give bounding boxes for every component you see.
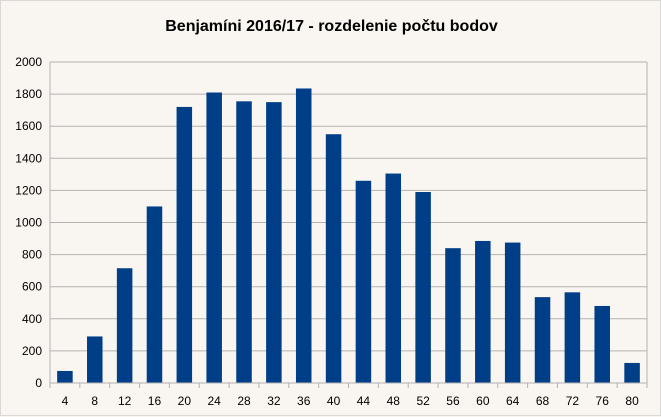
y-tick-label: 600 <box>22 280 42 294</box>
x-tick-label: 36 <box>297 394 311 408</box>
bar <box>325 134 342 383</box>
x-tick-label: 80 <box>625 394 639 408</box>
y-tick-label: 1600 <box>15 119 42 133</box>
bar <box>594 305 610 383</box>
bar <box>475 240 491 383</box>
y-tick-label: 0 <box>35 376 42 390</box>
bar <box>504 242 521 383</box>
chart-title: Benjamíni 2016/17 - rozdelenie počtu bod… <box>165 18 498 35</box>
bar <box>176 106 193 383</box>
x-tick-label: 72 <box>566 394 580 408</box>
bar <box>385 173 402 383</box>
x-tick-label: 68 <box>536 394 550 408</box>
x-tick-label: 8 <box>91 394 98 408</box>
x-tick-label: 20 <box>178 394 192 408</box>
x-tick-label: 32 <box>267 394 281 408</box>
x-tick-label: 48 <box>387 394 401 408</box>
x-tick-label: 56 <box>446 394 460 408</box>
y-tick-label: 800 <box>22 248 42 262</box>
x-tick-label: 16 <box>148 394 162 408</box>
x-tick-label: 44 <box>357 394 371 408</box>
y-tick-label: 400 <box>22 312 42 326</box>
x-tick-label: 76 <box>596 394 610 408</box>
bar <box>564 292 581 383</box>
bar <box>146 206 163 383</box>
y-tick-label: 1800 <box>15 87 42 101</box>
x-tick-label: 60 <box>476 394 490 408</box>
x-tick-label: 28 <box>237 394 251 408</box>
bar <box>445 248 461 383</box>
bar <box>415 192 431 383</box>
bar <box>57 370 73 383</box>
x-tick-label: 12 <box>118 394 132 408</box>
bar <box>206 92 222 384</box>
bar <box>295 88 312 384</box>
bar <box>534 297 551 383</box>
x-tick-label: 4 <box>62 394 69 408</box>
bar <box>87 336 103 383</box>
y-tick-label: 2000 <box>15 55 42 69</box>
y-tick-label: 200 <box>22 344 42 358</box>
x-tick-label: 24 <box>207 394 221 408</box>
bar <box>624 362 640 383</box>
bar <box>266 102 282 383</box>
bar <box>116 268 133 383</box>
x-tick-label: 40 <box>327 394 341 408</box>
bar <box>355 180 372 383</box>
bar <box>236 101 252 383</box>
y-tick-label: 1400 <box>15 151 42 165</box>
y-tick-label: 1000 <box>15 216 42 230</box>
y-tick-label: 1200 <box>15 183 42 197</box>
x-tick-label: 64 <box>506 394 520 408</box>
x-tick-label: 52 <box>416 394 430 408</box>
